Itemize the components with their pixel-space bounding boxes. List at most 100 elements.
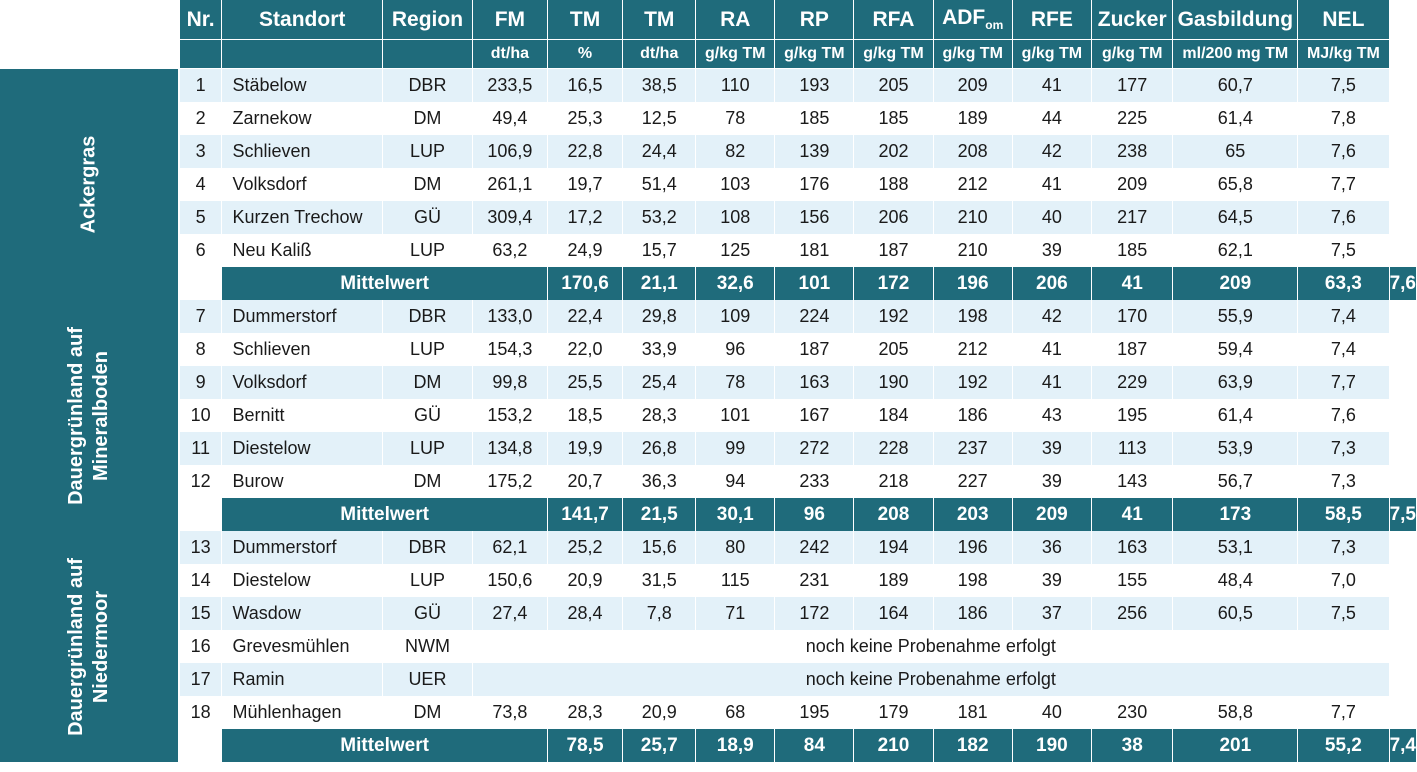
cell-standort: Stäbelow — [222, 69, 383, 102]
table-header: Nr. Standort Region FM TM TM RA RP RFA A… — [0, 0, 1417, 69]
cell-rfa: 164 — [854, 597, 934, 630]
header-zucker: Zucker — [1091, 0, 1174, 40]
cell-adf: 186 — [933, 597, 1013, 630]
cell-adf: 227 — [933, 465, 1013, 498]
cell-standort: Mühlenhagen — [222, 696, 383, 729]
cell-gas: 63,9 — [1173, 366, 1299, 399]
cell-tm1: 24,9 — [547, 234, 624, 267]
cell-region: DM — [382, 102, 473, 135]
group-label-line: Niedermoor — [89, 590, 112, 703]
mean-gas: 55,2 — [1298, 729, 1390, 762]
cell-fm: 62,1 — [472, 531, 548, 564]
unit-rfa: g/kg TM — [854, 40, 934, 69]
cell-zucker: 185 — [1091, 234, 1174, 267]
mean-ra: 101 — [775, 267, 855, 300]
cell-ra: 108 — [696, 201, 776, 234]
cell-fm: 153,2 — [472, 399, 548, 432]
cell-nr: 17 — [179, 663, 223, 696]
cell-fm: 27,4 — [472, 597, 548, 630]
table-row: 11 Diestelow LUP 134,8 19,9 26,8 99 272 228 237 39… — [0, 432, 1417, 465]
mean-nel: 7,5 — [1389, 498, 1417, 531]
cell-ra: 125 — [696, 234, 776, 267]
cell-zucker: 238 — [1091, 135, 1174, 168]
cell-zucker: 209 — [1091, 168, 1174, 201]
cell-tm1: 25,3 — [547, 102, 624, 135]
cell-fm: 154,3 — [472, 333, 548, 366]
cell-gas: 61,4 — [1173, 399, 1299, 432]
cell-gas: 64,5 — [1173, 201, 1299, 234]
cell-gas: 62,1 — [1173, 234, 1299, 267]
mean-fm: 78,5 — [547, 729, 624, 762]
cell-gas: 55,9 — [1173, 300, 1299, 333]
cell-rfa: 218 — [854, 465, 934, 498]
cell-rfe: 41 — [1012, 168, 1092, 201]
cell-region: LUP — [382, 135, 473, 168]
cell-nel: 7,4 — [1298, 300, 1390, 333]
cell-tm1: 20,7 — [547, 465, 624, 498]
cell-zucker: 229 — [1091, 366, 1174, 399]
cell-rp: 242 — [775, 531, 855, 564]
cell-gas: 58,8 — [1173, 696, 1299, 729]
cell-ra: 109 — [696, 300, 776, 333]
cell-tm1: 22,0 — [547, 333, 624, 366]
mean-ra: 96 — [775, 498, 855, 531]
cell-rp: 187 — [775, 333, 855, 366]
header-region: Region — [382, 0, 473, 40]
cell-adf: 189 — [933, 102, 1013, 135]
mean-rfe: 41 — [1091, 267, 1174, 300]
mean-row: Mittelwert 141,7 21,5 30,1 96 208 203 209 41 173 5… — [0, 498, 1417, 531]
mean-zucker: 209 — [1173, 267, 1299, 300]
cell-nr: 10 — [179, 399, 223, 432]
table-row: 16 Grevesmühlen NWM noch keine Probenahme e… — [0, 630, 1417, 663]
cell-rp: 176 — [775, 168, 855, 201]
cell-region: DM — [382, 168, 473, 201]
mean-rfa: 182 — [933, 729, 1013, 762]
mean-adf: 190 — [1012, 729, 1092, 762]
cell-fm: 49,4 — [472, 102, 548, 135]
cell-fm: 106,9 — [472, 135, 548, 168]
header-rp: RP — [775, 0, 855, 40]
cell-rfa: 190 — [854, 366, 934, 399]
cell-tm1: 18,5 — [547, 399, 624, 432]
cell-standort: Ramin — [222, 663, 383, 696]
cell-ra: 68 — [696, 696, 776, 729]
cell-nel: 7,3 — [1298, 465, 1390, 498]
cell-standort: Diestelow — [222, 432, 383, 465]
mean-spacer — [179, 498, 223, 531]
cell-nel: 7,5 — [1298, 234, 1390, 267]
mean-zucker: 173 — [1173, 498, 1299, 531]
table-row: 15 Wasdow GÜ 27,4 28,4 7,8 71 172 164 186 37 256 60,… — [0, 597, 1417, 630]
cell-standort: Volksdorf — [222, 168, 383, 201]
cell-region: DBR — [382, 300, 473, 333]
cell-standort: Burow — [222, 465, 383, 498]
cell-ra: 99 — [696, 432, 776, 465]
cell-rp: 231 — [775, 564, 855, 597]
cell-nr: 15 — [179, 597, 223, 630]
cell-tm2: 26,8 — [623, 432, 697, 465]
cell-rp: 156 — [775, 201, 855, 234]
header-corner — [0, 0, 180, 40]
cell-rfe: 36 — [1012, 531, 1092, 564]
cell-zucker: 195 — [1091, 399, 1174, 432]
mean-label: Mittelwert — [222, 498, 548, 531]
header-ra: RA — [696, 0, 776, 40]
unit-fm: dt/ha — [472, 40, 548, 69]
cell-zucker: 113 — [1091, 432, 1174, 465]
cell-gas: 60,7 — [1173, 69, 1299, 102]
cell-tm2: 51,4 — [623, 168, 697, 201]
cell-adf: 212 — [933, 333, 1013, 366]
cell-tm1: 28,3 — [547, 696, 624, 729]
cell-nr: 4 — [179, 168, 223, 201]
cell-rfa: 205 — [854, 69, 934, 102]
table-row: 4 Volksdorf DM 261,1 19,7 51,4 103 176 188 212 41 2… — [0, 168, 1417, 201]
cell-zucker: 177 — [1091, 69, 1174, 102]
cell-ra: 80 — [696, 531, 776, 564]
cell-nr: 2 — [179, 102, 223, 135]
cell-standort: Neu Kaliß — [222, 234, 383, 267]
cell-adf: 198 — [933, 300, 1013, 333]
cell-zucker: 170 — [1091, 300, 1174, 333]
mean-rfe: 41 — [1091, 498, 1174, 531]
cell-tm2: 53,2 — [623, 201, 697, 234]
cell-rfe: 43 — [1012, 399, 1092, 432]
